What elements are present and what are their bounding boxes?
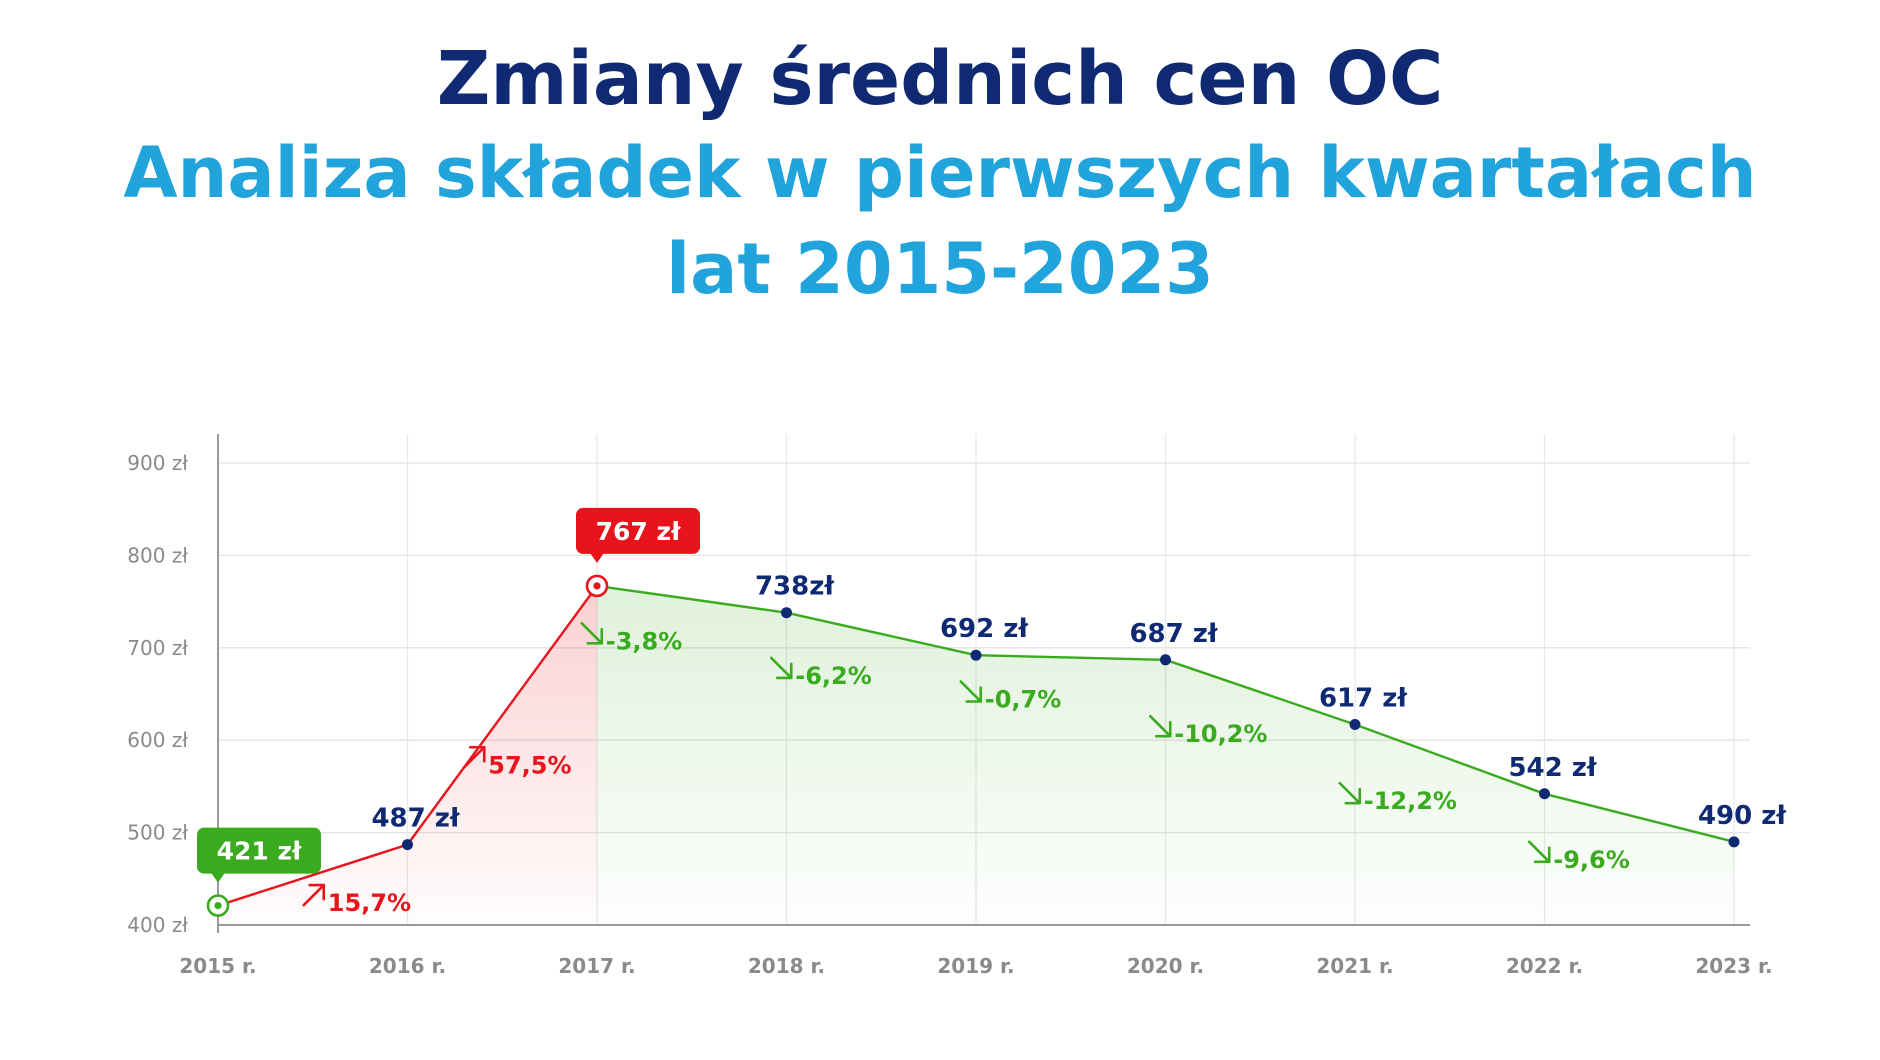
change-label: -12,2% [1364,787,1457,815]
change-label: -6,2% [795,662,872,690]
x-tick-label: 2020 r. [1127,954,1204,978]
value-badge-pointer [590,552,604,563]
series-segment [1544,792,1735,844]
series-segment [217,843,408,907]
value-label: 767 zł [596,517,681,546]
data-point [1160,654,1171,666]
x-tick-label: 2023 r. [1695,954,1772,978]
value-label: 490 zł [1698,801,1787,831]
chart-title: Zmiany średnich cen OC [436,36,1444,122]
change-label: -9,6% [1553,846,1630,874]
value-label: 487 zł [371,804,460,834]
marker-center [214,901,222,910]
series-line [217,584,1735,907]
arrow-up-right-icon [462,745,486,769]
x-tick-label: 2015 r. [179,954,256,978]
series-segment [1165,658,1356,726]
arrow-path [580,621,604,645]
x-tick-label: 2022 r. [1506,954,1583,978]
change-label: -10,2% [1174,720,1267,748]
change-label: 15,7% [328,889,411,917]
change-label: -3,8% [606,627,683,655]
data-point [1728,836,1740,848]
y-tick-label: 700 zł [127,636,188,660]
value-badge-pointer [211,872,225,883]
data-point [781,607,792,619]
value-label: 542 zł [1508,753,1597,783]
value-label: 692 zł [940,614,1029,644]
data-point [402,839,413,851]
y-tick-label: 800 zł [127,543,188,567]
arrow-path [1527,840,1551,864]
y-tick-label: 900 zł [127,451,188,475]
fall-area [597,585,1734,925]
arrow-down-right-icon [1338,781,1362,805]
y-tick-label: 500 zł [127,821,188,845]
x-tick-label: 2016 r. [369,954,446,978]
x-tick-label: 2019 r. [937,954,1014,978]
axes: 400 zł 500 zł 600 zł 700 zł 800 zł 900 zł 2015… [127,434,1773,978]
value-label: 421 zł [217,837,302,866]
chart-subtitle-line-1: Analiza składek w pierwszych kwartałach [123,132,1757,214]
data-labels: 421 zł 487 zł 767 zł 738zł 692 zł 687 zł 617 z… [197,507,1787,917]
arrow-path [1338,781,1362,805]
y-tick-label: 400 zł [127,913,188,937]
arrow-up-right-icon [302,883,326,907]
arrow-path [302,883,326,907]
series-segment [406,585,598,846]
x-tick-label: 2017 r. [558,954,635,978]
change-label: -0,7% [985,686,1062,714]
y-tick-label: 600 zł [127,728,188,752]
value-badge [197,827,321,874]
area-fill [218,585,1734,925]
rise-area [218,585,597,925]
arrow-path [1148,714,1172,738]
series-segment [786,611,977,657]
data-point [970,649,982,661]
arrow-path [462,745,486,769]
value-badge [576,507,700,554]
arrow-path [769,656,793,680]
series-segment [596,584,787,614]
arrow-down-right-icon [580,621,604,645]
data-point [1349,718,1361,730]
arrow-down-right-icon [1527,840,1551,864]
series-segment [975,653,1166,662]
arrow-down-right-icon [1148,714,1172,738]
arrow-path [959,680,983,703]
marker-center [593,582,601,590]
chart-subtitle-line-2: lat 2015-2023 [666,228,1214,310]
x-tick-label: 2018 r. [748,954,825,978]
data-points [206,574,1740,917]
change-label: 57,5% [488,751,571,779]
arrow-down-right-icon [959,680,983,703]
data-point [1539,788,1550,800]
value-label: 738zł [755,572,835,602]
arrow-down-right-icon [769,656,793,680]
value-label: 617 zł [1319,683,1408,713]
value-label: 687 zł [1129,619,1218,649]
series-segment [1354,723,1545,795]
x-tick-label: 2021 r. [1316,954,1393,978]
